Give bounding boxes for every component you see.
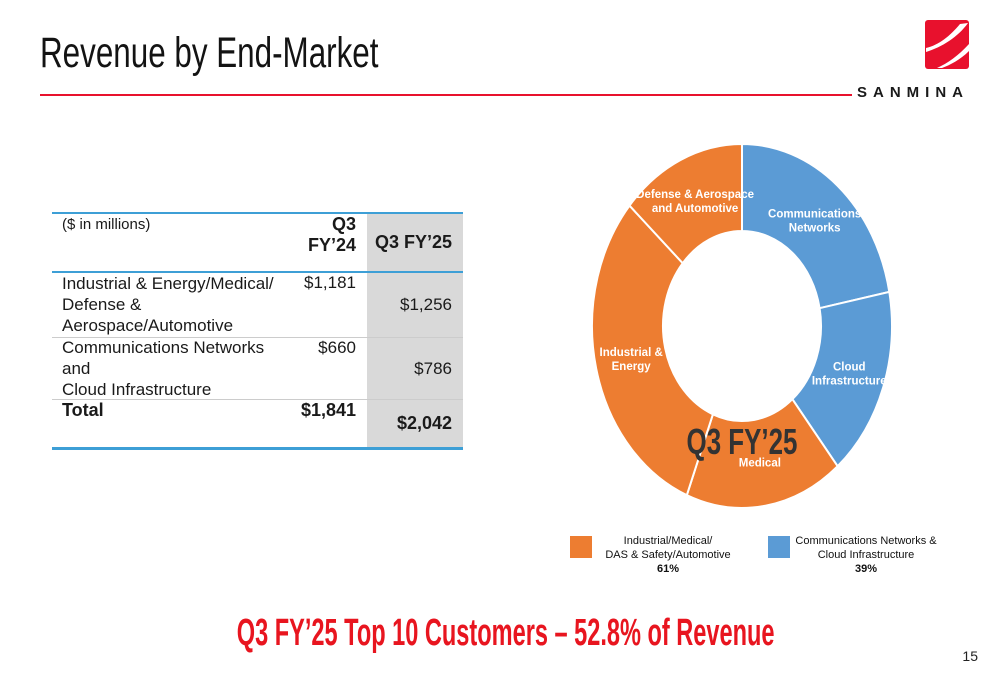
row-value-q3fy24: $1,181 xyxy=(304,273,356,292)
legend-swatch-blue xyxy=(768,536,790,558)
donut-segment-label: Medical xyxy=(739,457,781,469)
donut-segment-label: Cloud Infrastructure xyxy=(812,362,887,388)
table-total-row: Total $1,841 $2,042 xyxy=(52,400,463,450)
row-value-q3fy24: $660 xyxy=(318,338,356,357)
total-q3fy25: $2,042 xyxy=(367,400,463,447)
title-rule xyxy=(40,94,852,96)
page-title: Revenue by End-Market xyxy=(40,29,379,77)
donut-segment-industrial-energy xyxy=(591,204,715,497)
row-value-q3fy25: $1,256 xyxy=(367,273,463,337)
legend-label: Industrial/Medical/ DAS & Safety/Automot… xyxy=(592,534,744,576)
legend-line: Industrial/Medical/ xyxy=(623,535,713,547)
legend-percent: 61% xyxy=(656,563,680,575)
donut-segment-label: Communications Networks xyxy=(768,209,861,235)
row-label-line: Defense & Aerospace/Automotive xyxy=(62,295,234,335)
row-label-line: Cloud Infrastructure xyxy=(62,380,212,399)
brand-wordmark: SANMINA xyxy=(857,84,969,101)
row-label-line: Industrial & Energy/Medical/ xyxy=(62,274,274,293)
donut-segment-label: Defense & Aerospace and Automotive xyxy=(636,189,754,215)
footer-highlight: Q3 FY’25 Top 10 Customers – 52.8% of Rev… xyxy=(236,612,775,654)
table-row: Communications Networks and Cloud Infras… xyxy=(52,338,463,400)
table-units-label: ($ in millions) xyxy=(62,216,151,233)
total-q3fy24: $1,841 xyxy=(300,400,356,420)
row-label: Industrial & Energy/Medical/ Defense & A… xyxy=(52,273,290,337)
legend-line: Cloud Infrastructure xyxy=(817,549,915,561)
donut-segment-label: Industrial & Energy xyxy=(600,347,663,373)
legend-swatch-orange xyxy=(570,536,592,558)
legend-label: Communications Networks & Cloud Infrastr… xyxy=(790,534,942,576)
donut-chart: Communications Networks Cloud Infrastructur… xyxy=(582,131,902,521)
row-label: Communications Networks and Cloud Infras… xyxy=(52,337,290,400)
page-number: 15 xyxy=(962,648,978,664)
donut-segment-defense-aerospace-and-automotive xyxy=(628,142,743,265)
legend-percent: 39% xyxy=(854,563,878,575)
table-col-q3fy24: Q3 FY’24 xyxy=(307,214,356,255)
row-value-q3fy25: $786 xyxy=(367,338,463,399)
legend-line: Communications Networks & xyxy=(795,535,937,547)
legend-entry-blue: Communications Networks & Cloud Infrastr… xyxy=(768,534,942,576)
donut-segment-cloud-infrastructure xyxy=(791,290,893,468)
legend-line: DAS & Safety/Automotive xyxy=(605,549,731,561)
sanmina-logo-icon xyxy=(925,20,969,69)
revenue-table: ($ in millions) Q3 FY’24 Q3 FY’25 Indust… xyxy=(52,212,463,450)
chart-legend: Industrial/Medical/ DAS & Safety/Automot… xyxy=(570,534,950,576)
table-row: Industrial & Energy/Medical/ Defense & A… xyxy=(52,273,463,338)
table-header-row: ($ in millions) Q3 FY’24 Q3 FY’25 xyxy=(52,212,463,273)
donut-segment-medical xyxy=(685,397,839,509)
total-label: Total xyxy=(62,400,104,420)
legend-entry-orange: Industrial/Medical/ DAS & Safety/Automot… xyxy=(570,534,744,576)
donut-segment-communications-networks xyxy=(741,142,891,310)
row-label-line: Communications Networks and xyxy=(62,338,265,378)
table-col-q3fy25: Q3 FY’25 xyxy=(367,214,463,271)
